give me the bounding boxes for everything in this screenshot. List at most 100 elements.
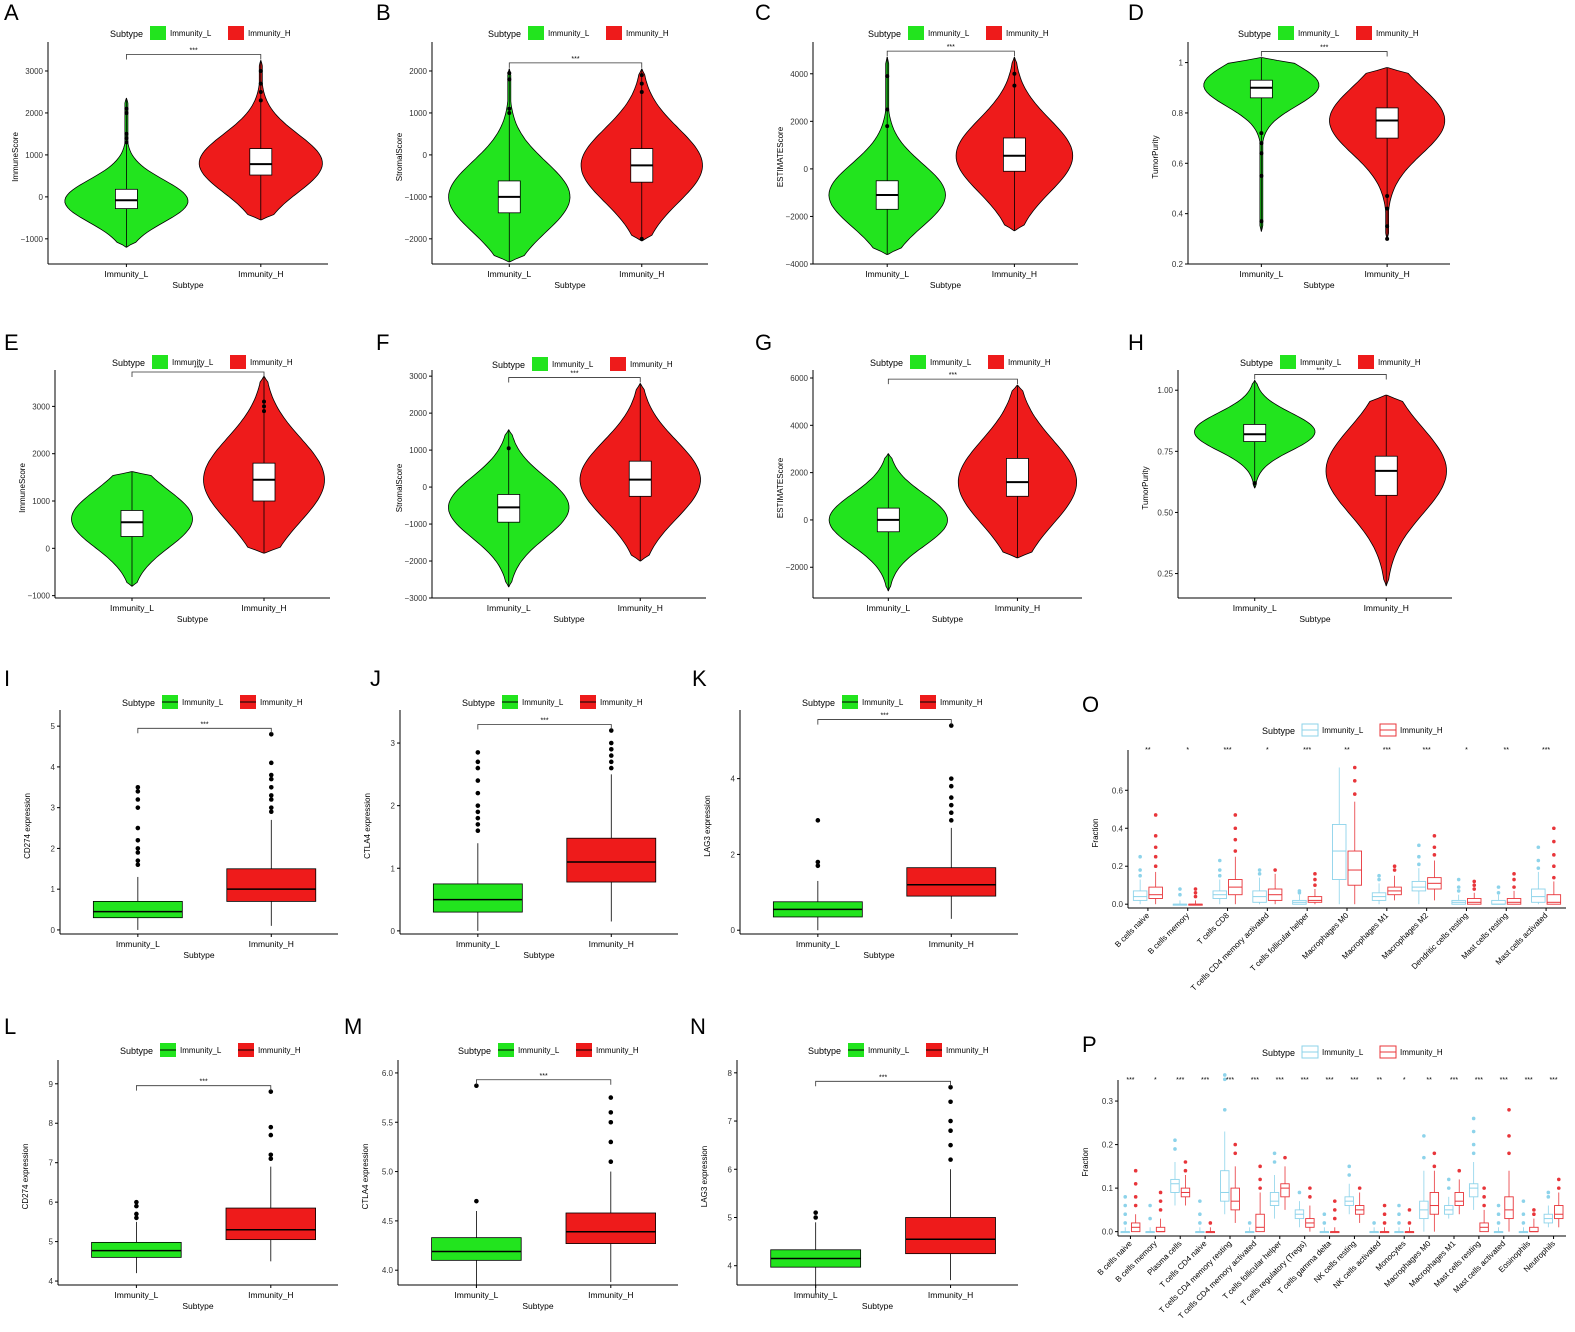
outlier-point [262,399,266,404]
outlier-point [1482,1186,1486,1190]
legend-key-high [228,26,244,40]
box [1148,886,1163,899]
y-axis-title: StromalScore [395,132,404,181]
panel-n: N Subtype Immunity_L Immunity_H 4 5 6 7 8 LAG3 ex… [690,1014,1018,1311]
outlier-point [1313,872,1317,876]
legend: Subtype Immunity_L Immunity_H [1262,723,1443,737]
y-tick-label: 6.0 [382,1069,394,1078]
outlier-point [815,818,821,823]
outlier-point [507,106,512,111]
outlier-point [1512,872,1516,876]
group-immunity-l [1194,380,1316,489]
legend-label-low: Immunity_L [1298,29,1340,38]
outlier-point [258,81,263,86]
outlier-point [948,1099,953,1105]
legend-label-low: Immunity_L [928,29,970,38]
x-tick-label: Immunity_L [794,1290,838,1300]
legend: Subtype Immunity_L Immunity_H [492,357,673,371]
outlier-point [813,1210,818,1215]
outlier-point [1158,1199,1163,1203]
box [1269,1192,1280,1206]
outlier-point [1385,236,1390,241]
panel-d: D Subtype Immunity_L Immunity_H 0.2 0.4 0.6 0.8… [1128,0,1450,290]
y-tick-label: −2000 [786,563,809,572]
outlier-point [1471,1116,1476,1121]
outlier-point [948,1157,953,1162]
category-group: *** T cells CD8 [1195,747,1243,947]
box-immunity-h [1387,864,1402,901]
y-tick-label: −1000 [405,520,428,529]
outlier-point [1507,1107,1511,1112]
x-tick-label: Immunity_H [241,603,286,613]
y-tick-label: 0.50 [1157,508,1173,517]
y-tick-label: −2000 [405,235,428,244]
outlier-point [1178,892,1182,897]
significance-label: *** [571,56,579,63]
x-tick-label: Immunity_L [110,603,154,613]
legend: Subtype Immunity_L Immunity_H [488,26,669,40]
panel-e: E Subtype Immunity_L Immunity_H −1000 0 1000 20… [4,330,330,624]
outlier-point [1407,1208,1412,1212]
x-tick-label: Immunity_L [487,269,531,279]
significance-label: * [1465,747,1468,754]
legend-label-low: Immunity_L [1322,1048,1364,1057]
y-tick-label: 2000 [409,409,427,418]
outlier-point [1153,813,1158,817]
group-immunity-h [1329,67,1446,241]
legend-label-high: Immunity_H [248,29,291,38]
box-immunity-h [1188,887,1203,906]
outlier-point [1153,854,1158,859]
significance-bracket: *** [136,1079,272,1091]
box-immunity-l [1145,1203,1155,1234]
y-tick-label: 1000 [409,446,427,455]
outlier-point [1382,1212,1387,1217]
outlier-point [1217,873,1222,878]
box-immunity-h [1280,1155,1290,1210]
outlier-point [1233,813,1238,817]
box-immunity-l [1344,1164,1354,1215]
legend-key-high [610,357,626,371]
y-tick-label: 0.0 [1102,1228,1114,1237]
outlier-point [1546,1195,1551,1199]
y-tick-label: 2 [731,850,736,859]
significance-label: ** [1504,747,1510,754]
outlier-point [1233,1142,1238,1147]
outlier-point [1471,1142,1476,1147]
outlier-point [1158,1190,1163,1195]
legend-label-low: Immunity_L [522,698,564,707]
outlier-point [1259,173,1264,178]
box [1467,898,1482,905]
y-axis-title: ESTIMATEScore [776,457,785,518]
box [1006,458,1029,497]
outlier-point [135,784,141,790]
outlier-point [1392,868,1397,872]
outlier-point [1183,1168,1188,1173]
outlier-point [268,772,274,778]
box-immunity-l [1394,1203,1404,1234]
outlier-point [1138,873,1142,878]
y-tick-label: 5 [728,1213,733,1222]
y-axis-title: ImmuneScore [11,132,20,182]
y-tick-label: 0.2 [1172,260,1184,269]
outlier-point [1347,1173,1352,1177]
significance-bracket: *** [137,721,272,734]
bracket-line [126,54,262,60]
significance-label: * [1403,1077,1406,1084]
box-immunity-l [1369,1221,1379,1234]
panel-letter: K [692,666,707,691]
y-tick-label: 0 [391,927,396,936]
outlier-point [1153,864,1158,869]
legend-label-high: Immunity_H [626,29,669,38]
legend-label-low: Immunity_L [182,698,224,707]
outlier-point [1133,1181,1138,1186]
box-immunity-l [1531,845,1546,905]
outlier-point [1417,843,1421,848]
outlier-point [1385,206,1390,211]
outlier-point [1496,1212,1501,1217]
outlier-point [885,74,890,79]
y-axis-title: LAG3 expression [700,1146,709,1207]
legend-label-high: Immunity_H [260,698,303,707]
box-immunity-l [1543,1190,1554,1228]
legend-label-low: Immunity_L [930,358,972,367]
